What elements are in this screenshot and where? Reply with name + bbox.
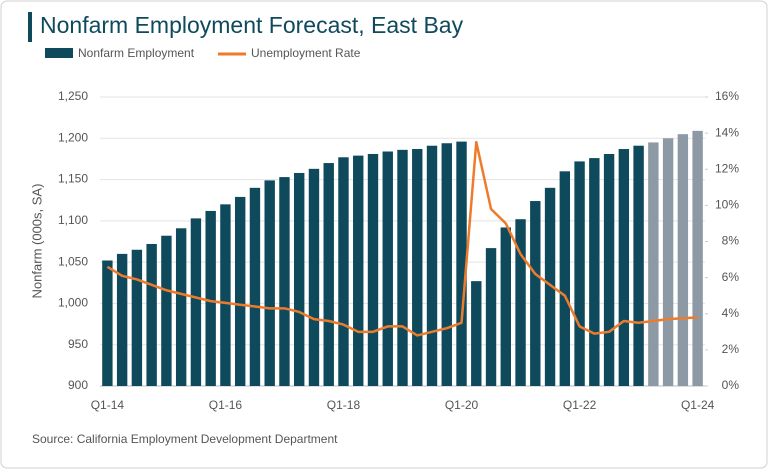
bar [234,196,246,386]
bar [146,243,157,386]
y2-tick-label: 2% [722,342,740,356]
bar [648,142,659,386]
bar [559,171,571,386]
y-tick-label: 900 [68,378,88,392]
y2-tick-label: 8% [722,234,740,248]
bar [249,187,261,386]
bar [589,158,600,386]
y2-tick-label: 12% [715,161,739,175]
y-tick-label: 1,150 [58,172,88,186]
bar [603,153,615,386]
x-tick-label: Q1-14 [91,398,125,412]
bar [205,210,216,386]
y-axis-label: Nonfarm (000s, SA) [29,184,44,299]
y2-tick-label: 14% [715,125,739,139]
bar [426,145,438,386]
y-tick-label: 950 [68,337,88,351]
x-tick-label: Q1-18 [327,398,361,412]
chart-title: Nonfarm Employment Forecast, East Bay [40,12,464,38]
line [106,140,698,337]
bar [338,157,349,386]
y-tick-label: 1,100 [58,213,88,227]
y-tick-label: 1,250 [58,89,88,103]
x-tick-label: Q1-16 [209,398,243,412]
bar [633,145,644,386]
bar [294,172,305,386]
bar [279,177,290,386]
bar [515,219,526,386]
legend-label: Unemployment Rate [251,46,361,60]
bar [530,201,541,386]
bar [618,149,630,386]
bar [471,281,482,386]
bar [175,228,187,386]
bar [662,138,674,386]
bar [190,218,202,386]
x-tick-label: Q1-20 [445,398,479,412]
bar [485,248,497,386]
bar [220,204,231,386]
bar [116,253,128,386]
bar [131,249,143,386]
bar [677,134,689,386]
bar [367,153,379,386]
y2-tick-label: 4% [722,306,740,320]
bar [308,168,320,386]
bar [500,227,511,386]
bar [161,235,172,386]
y2-tick-label: 0% [722,378,740,392]
bar [102,260,113,386]
y-tick-label: 1,200 [58,130,88,144]
bar [412,149,423,386]
bar [397,149,408,386]
bar [456,141,467,386]
bar [353,155,364,386]
bar [692,130,703,386]
bar [264,180,275,386]
y2-tick-label: 10% [715,198,739,212]
bar [574,161,585,386]
bar [441,143,452,386]
y-tick-label: 1,000 [58,296,88,310]
y2-tick-label: 16% [715,89,739,103]
x-tick-label: Q1-24 [681,398,715,412]
legend-swatch [45,48,73,58]
title-accent [28,12,32,42]
y2-tick-label: 6% [722,270,740,284]
bar [323,163,334,386]
source: Source: California Employment Developmen… [32,432,338,446]
bar [544,187,556,386]
legend-label: Nonfarm Employment [78,46,195,60]
x-tick-label: Q1-22 [563,398,597,412]
y-tick-label: 1,050 [58,254,88,268]
bar [382,151,393,386]
